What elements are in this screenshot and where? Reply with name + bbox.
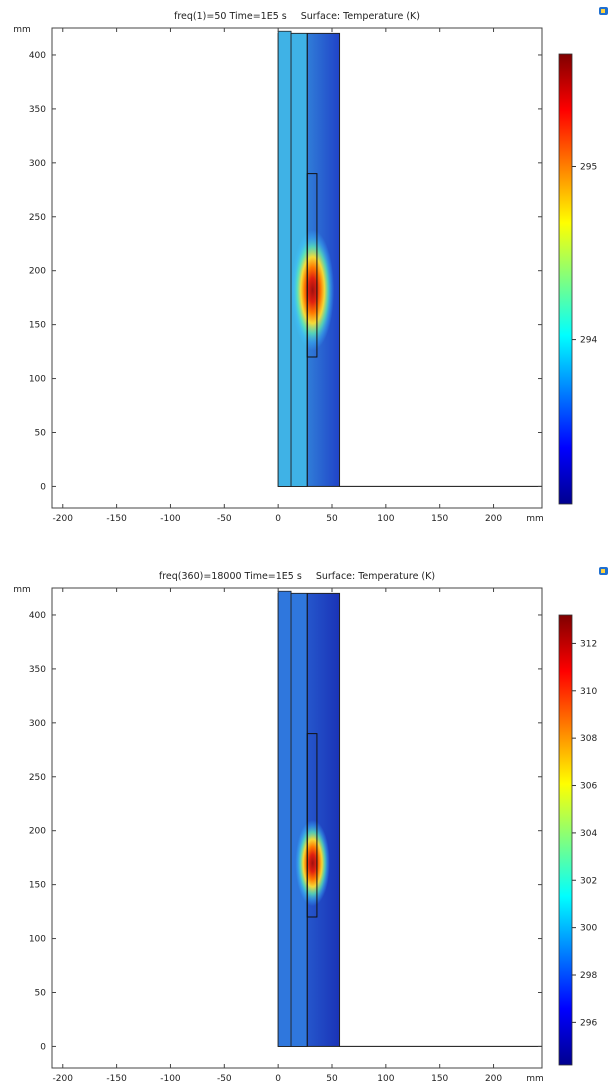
x-tick-label: 50 — [326, 514, 338, 524]
y-tick-label: 300 — [29, 719, 46, 729]
y-tick-label: 300 — [29, 159, 46, 169]
x-tick-label: -100 — [160, 1074, 181, 1084]
y-tick-label: 200 — [29, 827, 46, 837]
colorbar-tick-label: 300 — [580, 924, 597, 934]
view-icon-inner — [601, 9, 605, 13]
y-tick-label: 50 — [35, 988, 47, 998]
y-unit-label: mm — [13, 25, 31, 35]
colorbar — [558, 614, 573, 1066]
y-tick-label: 200 — [29, 267, 46, 277]
colorbar-tick-label: 295 — [580, 163, 597, 173]
hotspot — [291, 229, 335, 351]
x-tick-label: 100 — [377, 1074, 394, 1084]
x-tick-label: 150 — [431, 514, 448, 524]
y-tick-label: 150 — [29, 881, 46, 891]
inner-slot — [306, 173, 318, 358]
strip-2 — [290, 592, 308, 1047]
x-tick-label: -150 — [106, 514, 127, 524]
colorbar-tick-label: 296 — [580, 1018, 597, 1028]
x-tick-label: -150 — [106, 1074, 127, 1084]
x-tick-label: -100 — [160, 514, 181, 524]
plot-title: freq(360)=18000 Time=1E5 s Surface: Tempe… — [159, 571, 435, 582]
x-tick-label: 150 — [431, 1074, 448, 1084]
hotspot — [295, 819, 330, 907]
subtitle-text: Surface: Temperature (K) — [301, 11, 420, 22]
y-tick-label: 400 — [29, 611, 46, 621]
colorbar-tick-label: 312 — [580, 639, 597, 649]
x-tick-label: 200 — [485, 1074, 502, 1084]
plot-panel-1: freq(1)=50 Time=1E5 s Surface: Temperatur… — [13, 7, 608, 524]
title-text: freq(360)=18000 Time=1E5 s — [159, 571, 302, 582]
y-tick-label: 100 — [29, 375, 46, 385]
colorbar — [558, 53, 573, 505]
y-tick-label: 400 — [29, 51, 46, 61]
colorbar-tick-label: 302 — [580, 876, 597, 886]
plot-title: freq(1)=50 Time=1E5 s Surface: Temperatur… — [174, 11, 420, 22]
x-tick-label: 50 — [326, 1074, 338, 1084]
subtitle-text: Surface: Temperature (K) — [316, 571, 435, 582]
x-tick-label: -200 — [53, 1074, 74, 1084]
y-tick-label: 0 — [40, 482, 46, 492]
x-unit-label: mm — [526, 514, 544, 524]
strip-1 — [277, 590, 292, 1047]
x-unit-label: mm — [526, 1074, 544, 1084]
y-tick-label: 150 — [29, 321, 46, 331]
x-tick-label: 0 — [275, 514, 281, 524]
y-tick-label: 50 — [35, 428, 47, 438]
colorbar-tick-label: 310 — [580, 687, 597, 697]
x-tick-label: -200 — [53, 514, 74, 524]
colorbar-tick-label: 308 — [580, 734, 597, 744]
x-tick-label: -50 — [217, 1074, 232, 1084]
x-tick-label: 0 — [275, 1074, 281, 1084]
y-tick-label: 100 — [29, 935, 46, 945]
y-tick-label: 350 — [29, 665, 46, 675]
plot-panel-2: freq(360)=18000 Time=1E5 s Surface: Tempe… — [13, 567, 608, 1084]
inner-slot — [306, 733, 318, 918]
y-tick-label: 350 — [29, 105, 46, 115]
strip-1 — [277, 30, 292, 487]
y-tick-label: 250 — [29, 213, 46, 223]
view-icon-inner — [601, 569, 605, 573]
y-tick-label: 0 — [40, 1042, 46, 1052]
x-tick-label: -50 — [217, 514, 232, 524]
title-text: freq(1)=50 Time=1E5 s — [174, 11, 287, 22]
colorbar-tick-label: 294 — [580, 336, 597, 346]
x-tick-label: 200 — [485, 514, 502, 524]
y-unit-label: mm — [13, 585, 31, 595]
y-tick-label: 250 — [29, 773, 46, 783]
colorbar-tick-label: 304 — [580, 829, 597, 839]
x-tick-label: 100 — [377, 514, 394, 524]
colorbar-tick-label: 306 — [580, 782, 597, 792]
colorbar-tick-label: 298 — [580, 971, 597, 981]
